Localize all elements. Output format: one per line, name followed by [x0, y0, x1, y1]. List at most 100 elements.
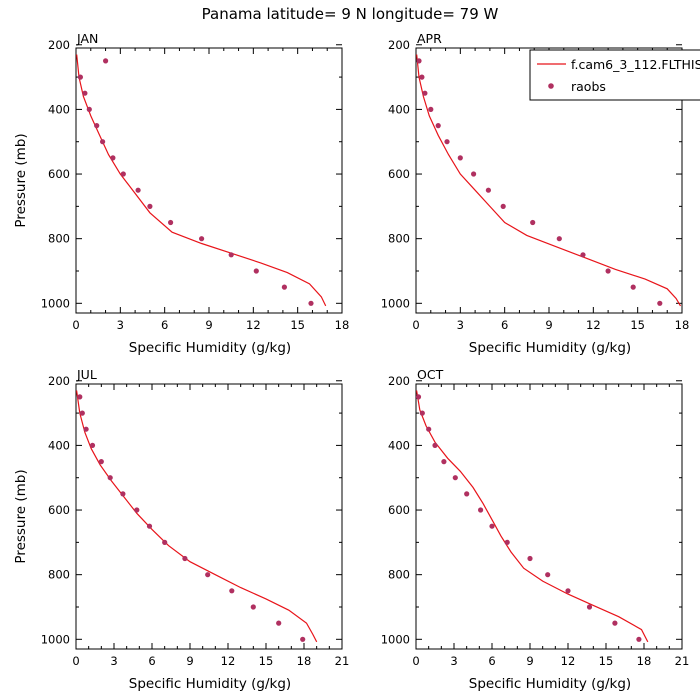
raobs-point [444, 139, 450, 145]
x-tick-label: 3 [457, 318, 464, 332]
x-tick-label: 15 [599, 654, 614, 668]
x-tick-label: 15 [259, 654, 274, 668]
x-tick-label: 9 [205, 318, 212, 332]
y-tick-label: 400 [388, 438, 410, 452]
raobs-point [545, 572, 551, 578]
raobs-point [428, 106, 434, 112]
raobs-point [586, 604, 593, 610]
raobs-point [182, 555, 188, 562]
raobs-point [147, 203, 153, 209]
raobs-point [89, 442, 96, 448]
x-tick-label: 12 [221, 654, 236, 668]
y-tick-label: 1000 [381, 296, 410, 310]
plot-frame-oct [415, 383, 683, 650]
model-series-line [76, 54, 327, 307]
y-axis-label: Pressure (mb) [13, 469, 29, 563]
y-tick-label: 400 [388, 102, 410, 116]
legend-box [529, 49, 700, 101]
raobs-point [478, 507, 484, 513]
figure-title: Panama latitude= 9 N longitude= 79 W [202, 5, 499, 23]
raobs-point [500, 203, 506, 209]
x-tick-label: 15 [630, 318, 645, 332]
model-series-line [76, 390, 318, 643]
y-tick-label: 400 [48, 102, 70, 116]
raobs-point [134, 507, 140, 513]
x-tick-label: 0 [72, 318, 79, 332]
y-tick-label: 800 [388, 232, 410, 246]
x-tick-label: 18 [335, 318, 350, 332]
panel-title-oct: OCT [417, 367, 444, 382]
raobs-point [565, 588, 571, 594]
legend: f.cam6_3_112.FLTHIST_v0a.ne30.dcs_cleanu… [529, 49, 700, 101]
x-tick-label: 9 [545, 318, 552, 332]
raobs-point [86, 106, 92, 112]
raobs-point [612, 620, 618, 626]
raobs-point [103, 58, 109, 64]
raobs-point [636, 636, 642, 642]
raobs-point [83, 426, 89, 432]
y-tick-label: 600 [48, 503, 70, 517]
x-tick-label: 6 [488, 654, 495, 668]
panel-jan: JAN 0 3 6 9 12 15 18 200 400 600 800 1000 Specific Hu… [13, 31, 349, 356]
plot-frame-jul [75, 383, 343, 650]
panel-title-apr: APR [417, 31, 442, 46]
raobs-point [199, 236, 205, 242]
raobs-point [415, 394, 422, 400]
raobs-point [253, 268, 259, 274]
raobs-point [168, 219, 174, 226]
raobs-point [250, 604, 256, 610]
x-tick-label: 0 [412, 654, 419, 668]
raobs-point [162, 539, 168, 546]
panel-jul: JUL 0 3 6 9 12 15 18 21 200 400 600 800 1000 Specific … [13, 367, 349, 692]
raobs-point [580, 252, 586, 258]
y-tick-label: 400 [48, 438, 70, 452]
y-tick-label: 800 [48, 232, 70, 246]
legend-obs-swatch [548, 83, 554, 89]
raobs-point [100, 139, 106, 145]
model-series-line [416, 390, 649, 643]
y-tick-label: 200 [388, 374, 410, 388]
raobs-point [228, 252, 234, 258]
raobs-point [605, 268, 611, 274]
raobs-point [308, 300, 314, 306]
raobs-point [630, 284, 636, 290]
plot-frame-jan [75, 47, 343, 314]
y-tick-label: 600 [48, 167, 70, 181]
x-tick-label: 21 [335, 654, 350, 668]
panel-oct: OCT 0 3 6 9 12 15 18 21 200 400 600 800 1000 Specific … [381, 367, 690, 692]
raobs-point [530, 219, 536, 226]
raobs-point [435, 123, 441, 129]
x-tick-label: 6 [161, 318, 168, 332]
x-tick-label: 0 [412, 318, 419, 332]
y-tick-label: 200 [388, 38, 410, 52]
raobs-point [556, 236, 562, 242]
y-tick-label: 800 [388, 568, 410, 582]
raobs-point [441, 459, 447, 465]
y-tick-label: 800 [48, 568, 70, 582]
x-tick-label: 12 [561, 654, 576, 668]
x-axis-label: Specific Humidity (g/kg) [469, 676, 631, 692]
model-series-line [416, 54, 682, 307]
y-tick-label: 200 [48, 38, 70, 52]
raobs-point [110, 155, 116, 161]
raobs-point [229, 588, 235, 594]
y-tick-label: 600 [388, 503, 410, 517]
raobs-point [276, 620, 282, 626]
x-tick-label: 18 [675, 318, 690, 332]
raobs-point [94, 123, 100, 129]
raobs-point [422, 90, 428, 96]
x-tick-label: 18 [637, 654, 652, 668]
raobs-point [416, 58, 422, 64]
raobs-point [135, 187, 141, 193]
raobs-point [79, 410, 85, 416]
panel-title-jul: JUL [76, 367, 97, 382]
raobs-point [300, 636, 306, 642]
raobs-point [107, 475, 113, 481]
raobs-point [120, 491, 126, 497]
raobs-point [657, 300, 663, 306]
raobs-point [419, 410, 425, 416]
y-tick-label: 1000 [41, 632, 70, 646]
x-tick-label: 12 [246, 318, 261, 332]
raobs-point [452, 475, 458, 481]
